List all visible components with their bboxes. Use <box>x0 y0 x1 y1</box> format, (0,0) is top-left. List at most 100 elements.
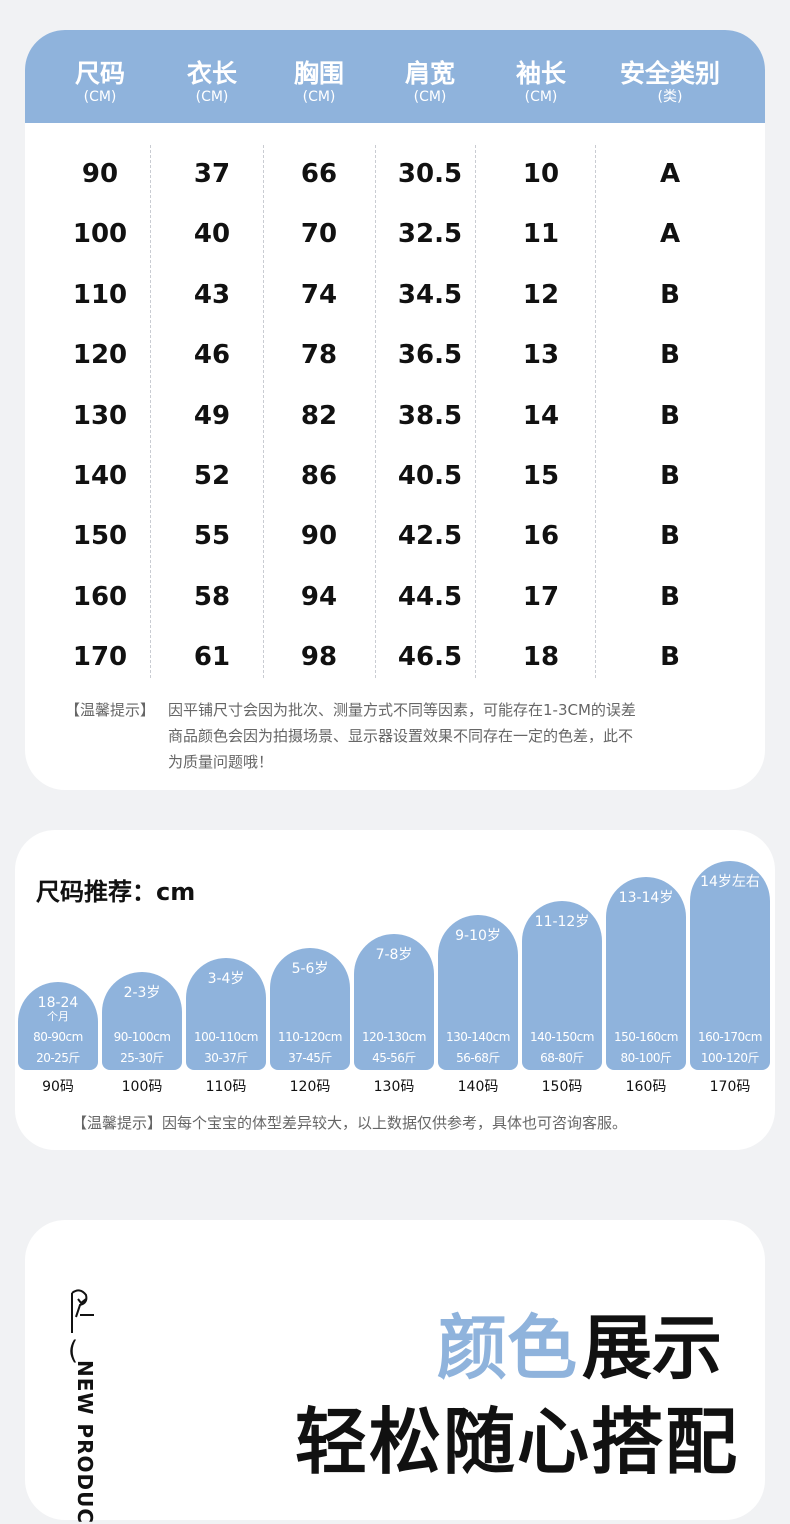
table-cell: 140 <box>72 461 128 491</box>
table-cell: 110 <box>72 279 128 310</box>
table-cell: 40.5 <box>397 461 463 491</box>
table-cell: 14 <box>522 400 560 431</box>
column-header: 袖长 (CM) <box>486 54 596 104</box>
header-unit: (CM) <box>302 89 336 105</box>
size-bar: 3-4岁 100-110cm 30-37斤 <box>186 958 266 1070</box>
size-label: 100码 <box>121 1079 163 1095</box>
table-cell: 36.5 <box>397 340 463 371</box>
age-label: 3-4岁 <box>207 971 245 987</box>
size-label: 90码 <box>42 1079 74 1095</box>
table-cell: 66 <box>300 159 338 189</box>
column-header: 胸围 (CM) <box>264 54 374 104</box>
table-cell: B <box>660 461 680 491</box>
title-blue: 颜色 <box>437 1307 577 1389</box>
header-label: 袖长 <box>515 59 566 88</box>
size-label: 150码 <box>541 1079 583 1095</box>
table-cell: 38.5 <box>397 400 463 431</box>
table-cell: 100 <box>72 219 128 250</box>
column-divider <box>150 145 151 678</box>
size-label: 140码 <box>457 1079 499 1095</box>
table-cell: B <box>660 340 680 371</box>
table-cell: B <box>660 642 680 673</box>
table-cell: 74 <box>300 279 338 310</box>
table-cell: A <box>659 159 681 189</box>
table-cell: 58 <box>193 581 231 612</box>
header-unit: (类) <box>657 89 683 105</box>
weight-range: 37-45斤 <box>288 1051 332 1065</box>
height-range: 90-100cm <box>113 1030 171 1044</box>
weight-range: 30-37斤 <box>204 1051 248 1065</box>
size-table-card <box>25 30 765 790</box>
header-label: 安全类别 <box>619 59 720 88</box>
age-label: 14岁左右 <box>700 874 760 890</box>
table-cell: 82 <box>300 400 338 431</box>
table-cell: 70 <box>300 219 338 250</box>
weight-range: 20-25斤 <box>36 1051 80 1065</box>
table-cell: 42.5 <box>397 521 463 552</box>
table-cell: 15 <box>522 461 560 491</box>
size-label: 170码 <box>709 1079 751 1095</box>
height-range: 110-120cm <box>278 1030 342 1044</box>
table-cell: B <box>660 521 680 552</box>
weight-range: 45-56斤 <box>372 1051 416 1065</box>
table-cell: 98 <box>300 642 338 673</box>
table-cell: 170 <box>72 642 128 673</box>
column-header: 肩宽 (CM) <box>375 54 485 104</box>
table-cell: 61 <box>193 642 231 673</box>
table-cell: 10 <box>522 159 560 189</box>
weight-range: 100-120斤 <box>700 1051 760 1065</box>
recommend-title: 尺码推荐：cm <box>36 878 196 906</box>
table-cell: A <box>659 219 681 250</box>
height-range: 140-150cm <box>530 1030 594 1044</box>
age-label: 5-6岁 <box>291 961 329 977</box>
header-label: 尺码 <box>74 59 125 88</box>
weight-range: 25-30斤 <box>120 1051 164 1065</box>
table-cell: 130 <box>72 400 128 431</box>
table-cell: 12 <box>522 279 560 310</box>
size-bar: 11-12岁 140-150cm 68-80斤 <box>522 901 602 1070</box>
table-cell: 55 <box>193 521 231 552</box>
table-cell: 46.5 <box>397 642 463 673</box>
column-header: 尺码 (CM) <box>45 54 155 104</box>
table-header <box>25 30 765 123</box>
age-label: 9-10岁 <box>455 928 501 944</box>
logo-icon <box>71 1289 94 1333</box>
age-label: 7-8岁 <box>375 947 413 963</box>
size-bar: 9-10岁 130-140cm 56-68斤 <box>438 915 518 1070</box>
weight-range: 80-100斤 <box>620 1051 672 1065</box>
age-label: 13-14岁 <box>618 890 674 906</box>
size-bar: 14岁左右 160-170cm 100-120斤 <box>690 861 770 1070</box>
size-label: 160码 <box>625 1079 667 1095</box>
size-bar: 13-14岁 150-160cm 80-100斤 <box>606 877 686 1070</box>
height-range: 80-90cm <box>33 1030 83 1044</box>
height-range: 160-170cm <box>698 1030 762 1044</box>
age-label: 2-3岁 <box>123 985 161 1001</box>
table-cell: 52 <box>193 461 231 491</box>
header-unit: (CM) <box>413 89 447 105</box>
table-cell: 160 <box>72 581 128 612</box>
size-label: 120码 <box>289 1079 331 1095</box>
side-text: NEW PRODUC <box>73 1360 97 1524</box>
table-cell: 90 <box>300 521 338 552</box>
subtitle: 轻松随心搭配 <box>295 1400 740 1484</box>
table-cell: 37 <box>193 159 231 189</box>
size-bar: 5-6岁 110-120cm 37-45斤 <box>270 948 350 1070</box>
table-cell: 120 <box>72 340 128 371</box>
height-range: 100-110cm <box>194 1030 258 1044</box>
note-label: 【温馨提示】 <box>65 701 156 719</box>
column-divider <box>595 145 596 678</box>
table-cell: 17 <box>522 581 560 612</box>
title-black: 展示 <box>582 1307 722 1389</box>
height-range: 150-160cm <box>614 1030 678 1044</box>
table-cell: 30.5 <box>397 159 463 189</box>
table-cell: 150 <box>72 521 128 552</box>
weight-range: 68-80斤 <box>540 1051 584 1065</box>
table-cell: 32.5 <box>397 219 463 250</box>
table-cell: 43 <box>193 279 231 310</box>
table-cell: 86 <box>300 461 338 491</box>
size-bar: 18-24 个月 80-90cm 20-25斤 <box>18 982 98 1070</box>
age-label: 11-12岁 <box>534 914 590 930</box>
table-cell: B <box>660 400 680 431</box>
column-divider <box>263 145 264 678</box>
column-divider <box>375 145 376 678</box>
